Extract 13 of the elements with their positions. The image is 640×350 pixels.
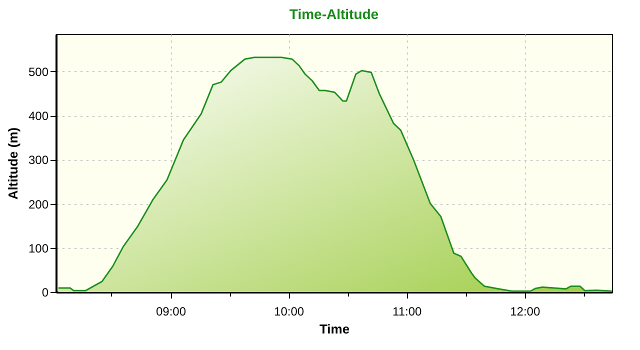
- x-tick-label: 11:00: [392, 304, 422, 318]
- y-tick-label: 400: [28, 109, 49, 124]
- x-tick-label: 12:00: [510, 304, 540, 318]
- chart-title: Time-Altitude: [289, 6, 379, 22]
- y-tick-label: 200: [28, 197, 49, 212]
- y-tick-label: 100: [28, 241, 49, 256]
- y-tick-label: 0: [42, 286, 49, 300]
- x-axis-title: Time: [319, 322, 350, 336]
- y-tick-label: 300: [28, 153, 49, 168]
- x-tick-label: 09:00: [156, 304, 186, 318]
- x-tick-label: 10:00: [274, 304, 304, 318]
- y-axis-title: Altitude (m): [5, 127, 20, 200]
- y-tick-label: 500: [28, 64, 49, 79]
